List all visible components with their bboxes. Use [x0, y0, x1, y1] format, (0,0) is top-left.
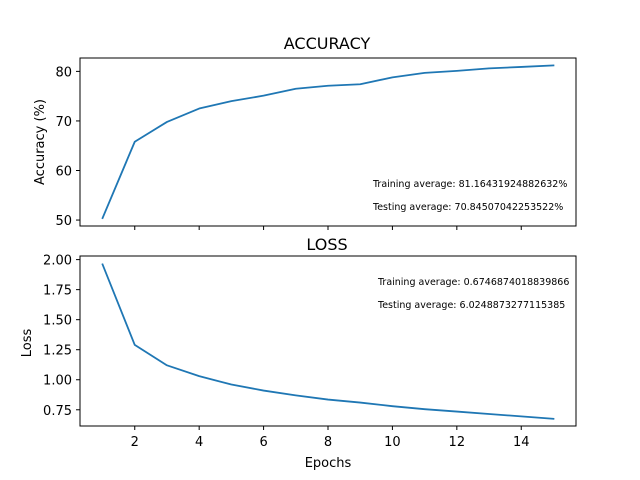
loss-y-tick-label: 1.75	[43, 284, 72, 299]
loss-training-average-annotation: Training average: 0.6746874018839866	[377, 277, 569, 288]
loss-testing-average-annotation: Testing average: 6.0248873277115385	[377, 300, 565, 311]
accuracy-y-axis-label: Accuracy (%)	[33, 99, 48, 185]
loss-axes-frame	[79, 255, 577, 427]
loss-y-tick-label: 1.50	[43, 314, 72, 329]
accuracy-y-tick-label: 50	[55, 214, 72, 229]
loss-y-tick-label: 0.75	[43, 404, 72, 419]
accuracy-series-line	[101, 64, 555, 220]
loss-x-tick-label: 4	[195, 435, 203, 450]
loss-chart-title: LOSS	[306, 235, 347, 254]
loss-series-line	[101, 263, 555, 420]
accuracy-tick-marks	[76, 70, 522, 230]
accuracy-plot-lines	[101, 64, 555, 220]
loss-plot-lines	[101, 263, 555, 420]
loss-subplot: LOSS Loss Epochs 2 4 6 8 10 12 14 0.75 1.00 1.25 1…	[20, 235, 577, 471]
accuracy-chart-title: ACCURACY	[284, 34, 371, 53]
loss-tick-marks	[76, 259, 522, 430]
loss-x-tick-label: 10	[384, 435, 401, 450]
loss-y-tick-label: 1.25	[43, 344, 72, 359]
accuracy-y-tick-label: 70	[55, 115, 72, 130]
accuracy-subplot: ACCURACY Accuracy (%) 50 60 70 80 Training …	[33, 34, 577, 230]
accuracy-axes-frame	[79, 57, 577, 227]
loss-x-tick-label: 14	[513, 435, 530, 450]
accuracy-training-average-annotation: Training average: 81.16431924882632%	[372, 179, 567, 190]
loss-y-axis-label: Loss	[20, 329, 35, 358]
loss-y-tick-label: 1.00	[43, 374, 72, 389]
loss-x-tick-label: 2	[131, 435, 139, 450]
loss-y-tick-label: 2.00	[43, 254, 72, 269]
loss-x-axis-label: Epochs	[305, 456, 352, 471]
loss-tick-labels: 2 4 6 8 10 12 14 0.75 1.00 1.25 1.50 1.75 2.00	[43, 254, 529, 450]
loss-x-tick-label: 6	[259, 435, 267, 450]
loss-x-tick-label: 8	[324, 435, 332, 450]
loss-x-tick-label: 12	[449, 435, 466, 450]
accuracy-y-tick-label: 60	[55, 164, 72, 179]
accuracy-y-tick-label: 80	[55, 65, 72, 80]
accuracy-testing-average-annotation: Testing average: 70.84507042253522%	[372, 202, 563, 213]
accuracy-tick-labels: 50 60 70 80	[55, 65, 72, 229]
